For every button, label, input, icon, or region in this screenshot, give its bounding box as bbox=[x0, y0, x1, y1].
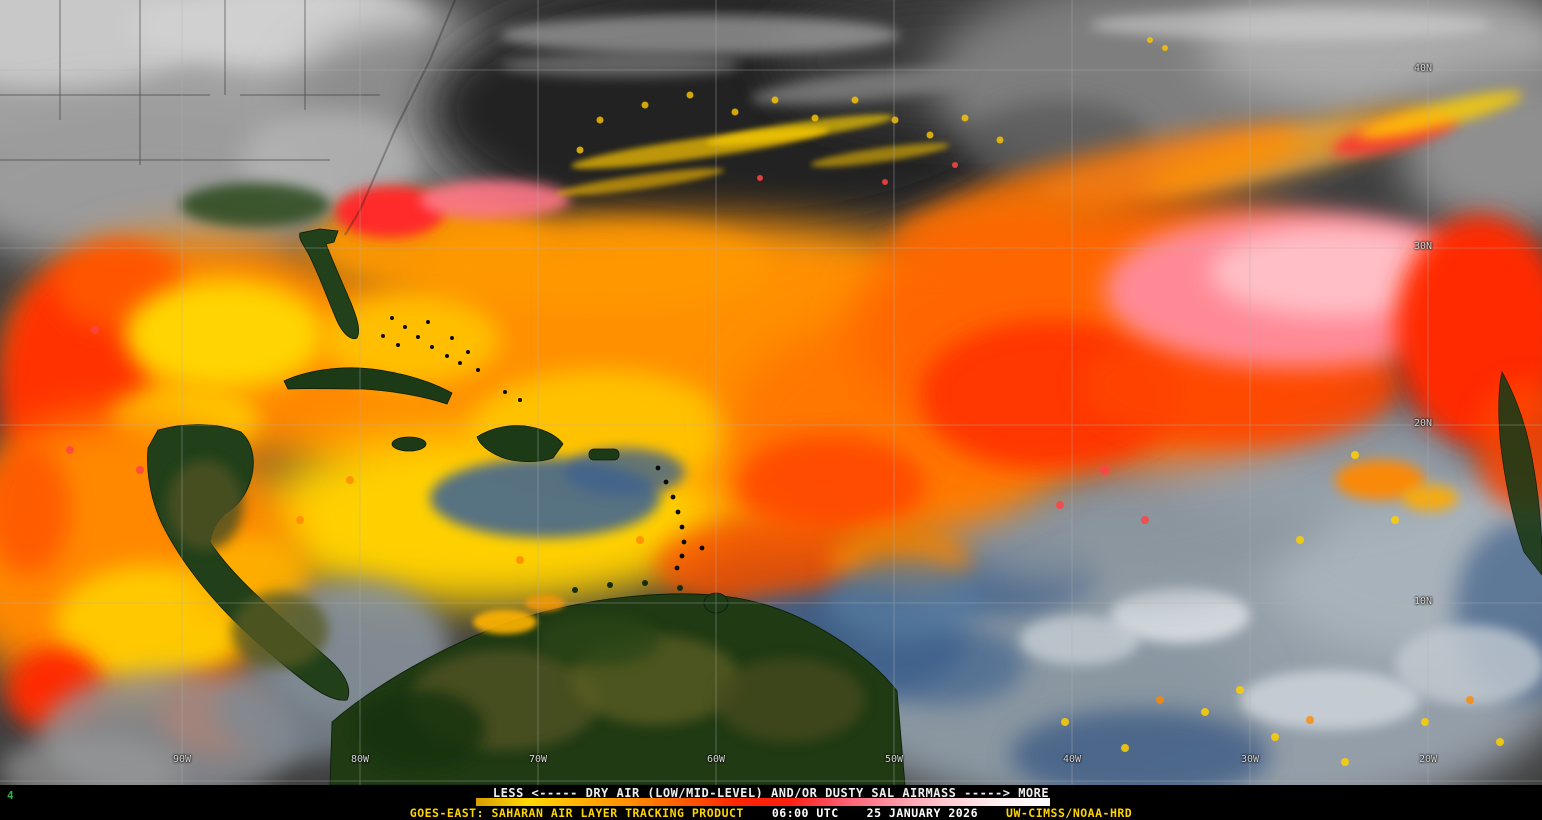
satellite-imagery bbox=[0, 0, 1542, 785]
cuba bbox=[283, 367, 453, 405]
caption-product: GOES-EAST: SAHARAN AIR LAYER TRACKING PR… bbox=[409, 806, 744, 820]
lat-label: 30N bbox=[1414, 241, 1433, 252]
lon-label: 30W bbox=[1240, 754, 1260, 765]
lat-label: 40N bbox=[1414, 63, 1433, 74]
island-specks bbox=[381, 316, 705, 593]
lon-label: 70W bbox=[528, 754, 548, 765]
caption-bar: GOES-EAST: SAHARAN AIR LAYER TRACKING PR… bbox=[0, 806, 1542, 820]
lat-label: 20N bbox=[1414, 418, 1433, 429]
lat-label: 10N bbox=[1414, 596, 1433, 607]
boundary-lines bbox=[0, 0, 456, 236]
satellite-map: 90W 80W 70W 60W 50W 40W 30W 20W 40N 30N … bbox=[0, 0, 1542, 785]
lon-label: 20W bbox=[1418, 754, 1438, 765]
caption-credit: UW-CIMSS/NOAA-HRD bbox=[1006, 806, 1133, 820]
lon-label: 50W bbox=[884, 754, 904, 765]
dust-speckles bbox=[66, 37, 1504, 766]
hispaniola bbox=[476, 425, 564, 463]
puerto-rico bbox=[588, 448, 620, 461]
legend-gradient-bar bbox=[476, 798, 1050, 806]
frame-number: 4 bbox=[7, 789, 14, 802]
caption-date: 25 JANUARY 2026 bbox=[866, 806, 979, 820]
caption-time: 06:00 UTC bbox=[771, 806, 839, 820]
landmass-layer bbox=[147, 183, 1542, 785]
lon-label: 80W bbox=[350, 754, 370, 765]
lon-label: 90W bbox=[172, 754, 192, 765]
graticule bbox=[0, 0, 1542, 785]
east-coastline bbox=[1498, 370, 1542, 576]
jamaica bbox=[391, 436, 427, 452]
florida bbox=[299, 228, 359, 340]
legend-label: LESS <----- DRY AIR (LOW/MID-LEVEL) AND/… bbox=[492, 786, 1050, 800]
lon-label: 60W bbox=[706, 754, 726, 765]
legend-bar: 4 LESS <----- DRY AIR (LOW/MID-LEVEL) AN… bbox=[0, 785, 1542, 806]
lon-label: 40W bbox=[1062, 754, 1082, 765]
